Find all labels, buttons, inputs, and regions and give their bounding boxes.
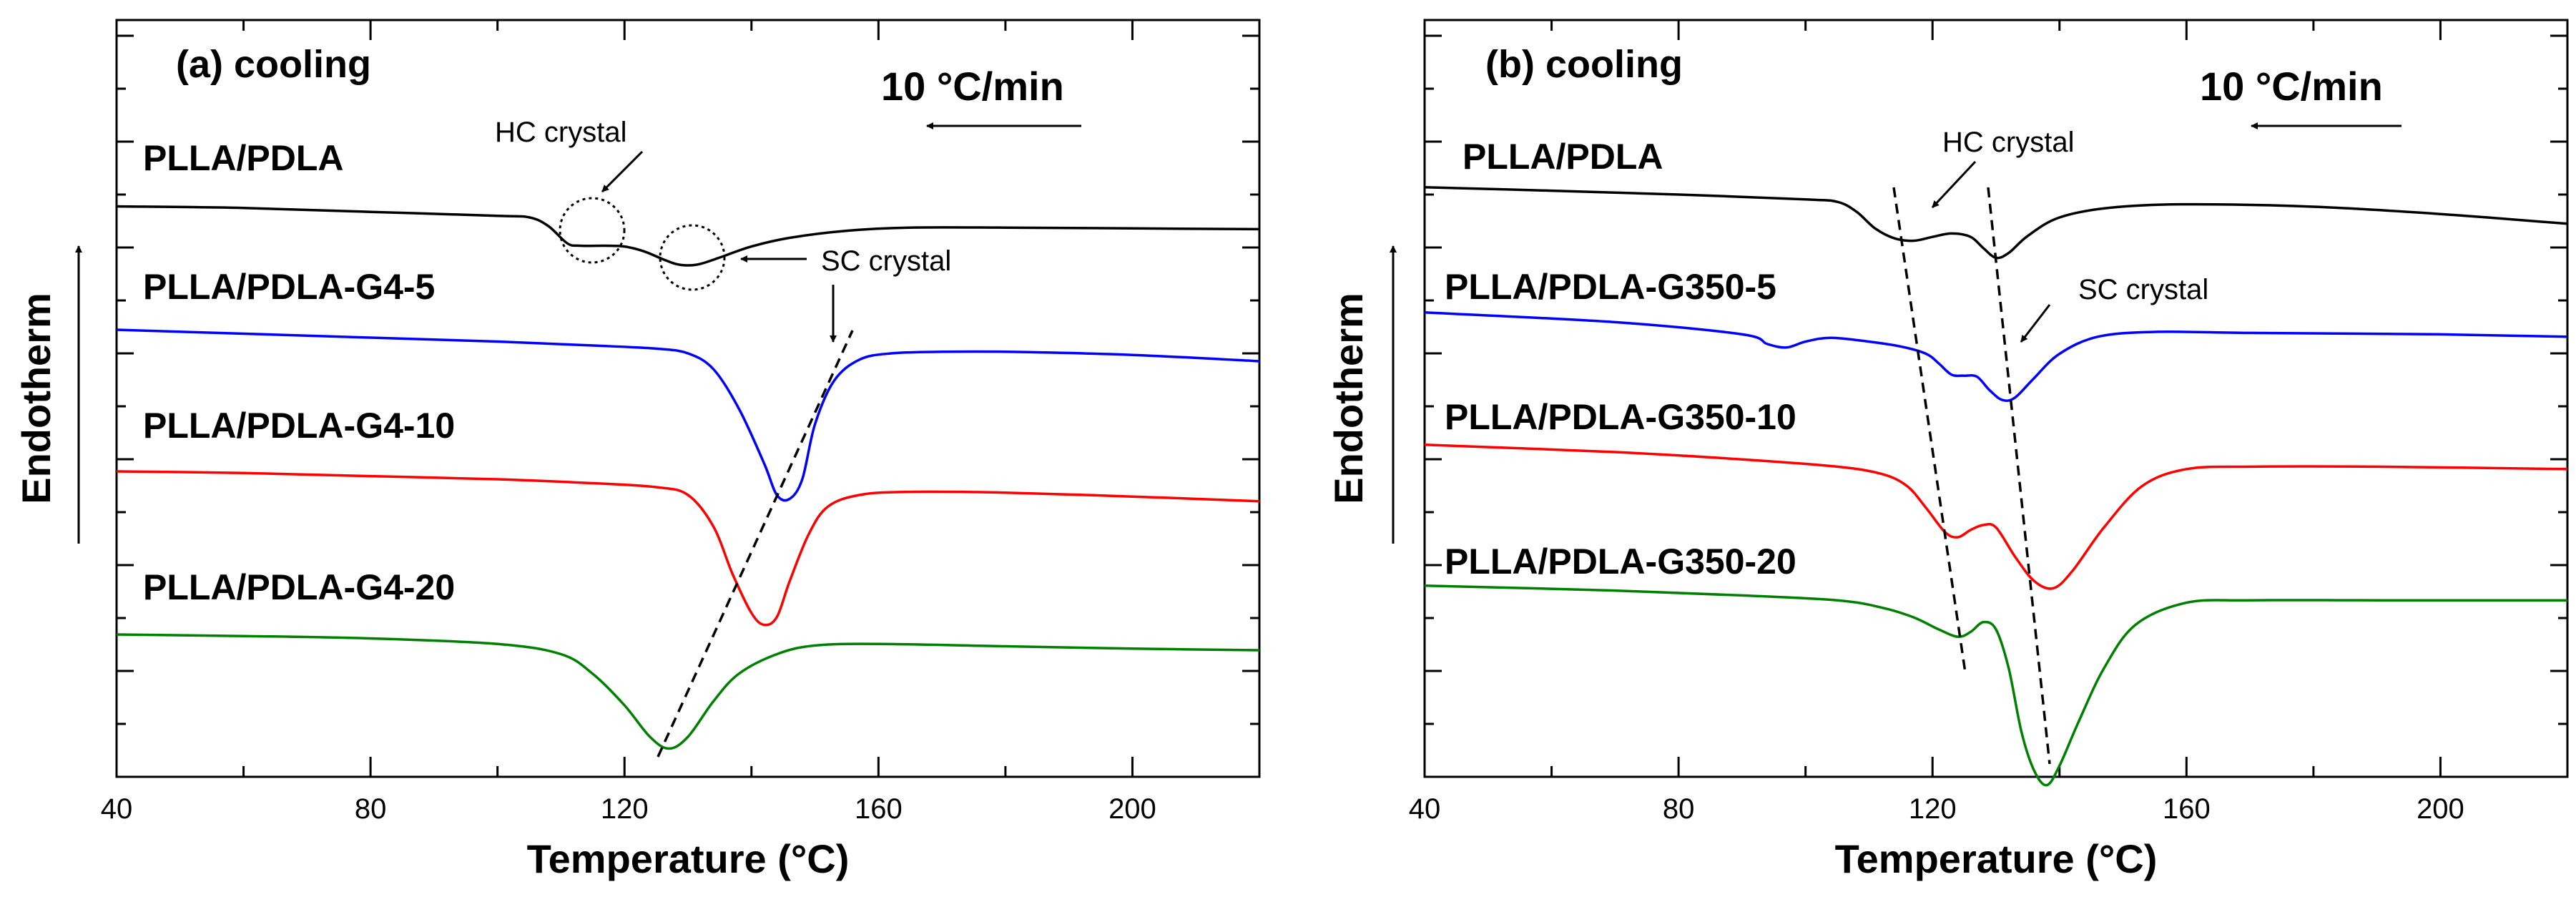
series-line [116, 633, 1260, 750]
x-tick-label: 40 [1409, 793, 1441, 825]
series-label: PLLA/PDLA [143, 138, 344, 178]
rate-label: 10 °C/min [2200, 64, 2383, 109]
panel-b: 40 80 120 160 200 (b) cooling 10 °C/min PLLA… [1326, 19, 2569, 881]
sc-trend-line [1987, 187, 2051, 765]
series-line [116, 470, 1260, 627]
sc-circle [659, 224, 726, 291]
tick-marks: 40 80 120 160 200 [101, 20, 1259, 825]
x-axis-label: Temperature (°C) [527, 836, 850, 881]
hc-circle [559, 197, 626, 264]
sc-arrow [2020, 304, 2051, 343]
panel-a: 40 80 120 160 200 (a) cooling 10 °C/min PLLA… [14, 19, 1261, 881]
x-tick-label: 160 [2163, 793, 2211, 825]
x-tick-label: 80 [1663, 793, 1695, 825]
hc-arrow [601, 150, 644, 193]
series-group [1424, 186, 2568, 787]
series-line [1424, 311, 2568, 402]
series-label: PLLA/PDLA-G4-5 [143, 267, 435, 307]
x-tick-label: 120 [1909, 793, 1957, 825]
series-line [1424, 584, 2567, 787]
series-label: PLLA/PDLA-G4-10 [143, 406, 455, 446]
series-group [116, 205, 1260, 750]
x-tick-label: 80 [355, 793, 387, 825]
sc-crystal-label: SC crystal [2078, 274, 2208, 305]
x-tick-label: 40 [101, 793, 133, 825]
series-label: PLLA/PDLA-G350-20 [1445, 541, 1796, 582]
series-line [1424, 186, 2568, 260]
hc-trend-line [1892, 187, 1967, 673]
sc-trend-line [657, 330, 854, 758]
x-tick-label: 160 [855, 793, 903, 825]
hc-crystal-label: HC crystal [1942, 127, 2074, 158]
series-label: PLLA/PDLA [1462, 137, 1663, 177]
series-label: PLLA/PDLA-G350-10 [1445, 397, 1796, 437]
y-axis-label: Endotherm [14, 293, 59, 504]
rate-label: 10 °C/min [881, 64, 1064, 109]
panel-label: (a) cooling [176, 43, 371, 86]
hc-arrow [1931, 160, 1977, 209]
series-line [116, 205, 1260, 267]
x-tick-label: 200 [1108, 793, 1156, 825]
panel-label: (b) cooling [1485, 43, 1683, 86]
sc-crystal-label: SC crystal [821, 245, 951, 277]
series-label: PLLA/PDLA-G350-5 [1445, 267, 1776, 307]
y-axis-label: Endotherm [1326, 293, 1371, 504]
x-tick-label: 200 [2417, 793, 2464, 825]
plot-frame [1423, 19, 2569, 778]
x-axis-label: Temperature (°C) [1835, 836, 2158, 881]
tick-marks: 40 80 120 160 200 [1409, 20, 2567, 825]
series-line [1424, 443, 2568, 590]
plot-frame [115, 19, 1261, 778]
series-label: PLLA/PDLA-G4-20 [143, 567, 455, 607]
hc-crystal-label: HC crystal [495, 117, 626, 148]
series-line [116, 328, 1260, 502]
x-tick-label: 120 [601, 793, 649, 825]
